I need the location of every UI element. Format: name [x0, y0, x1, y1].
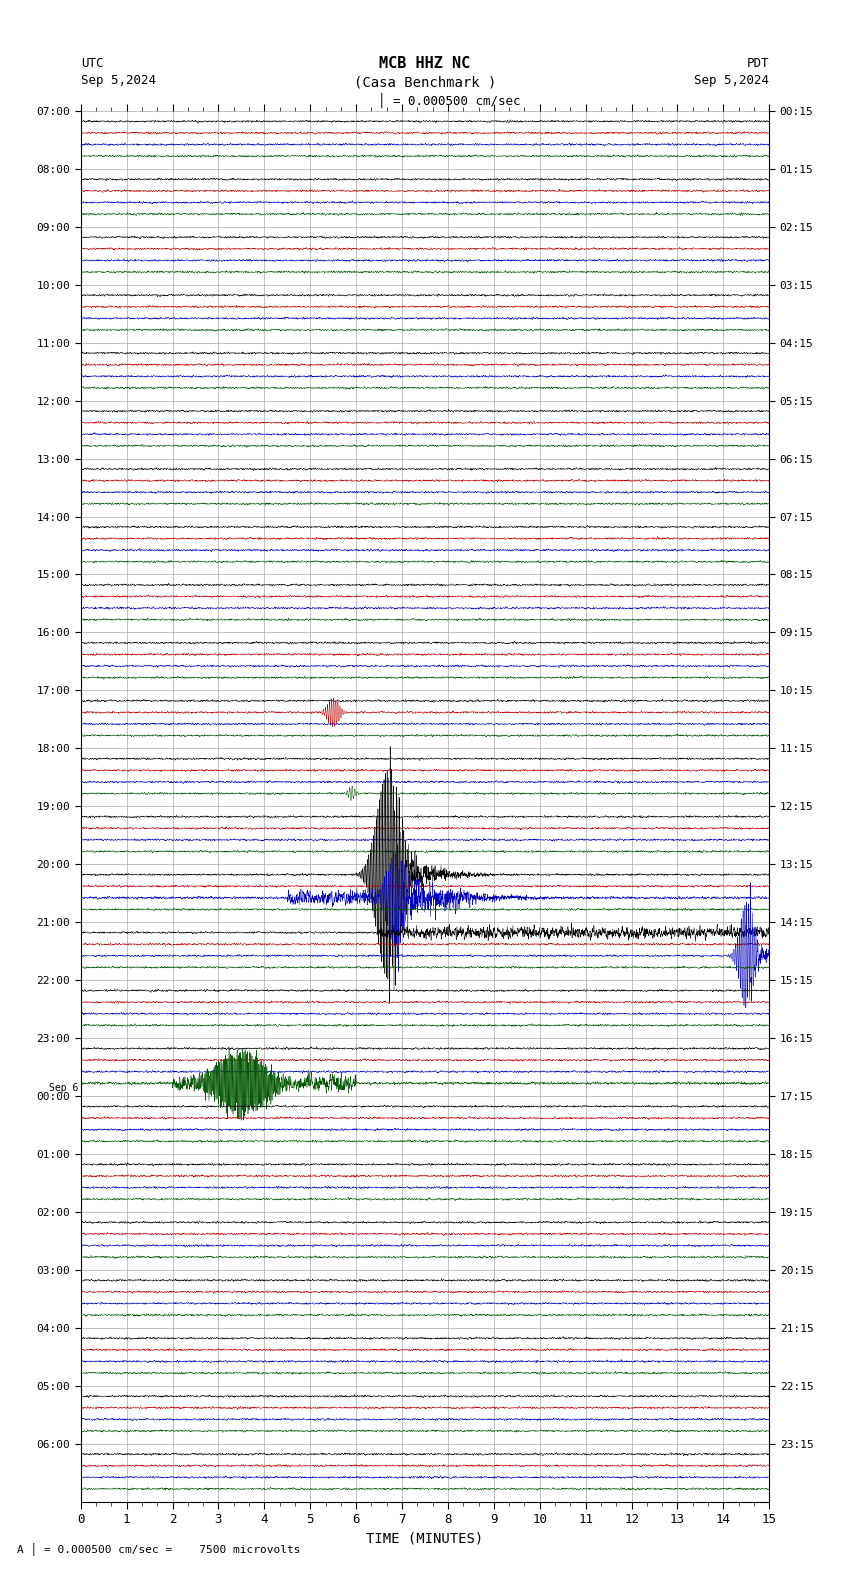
Text: Sep 5,2024: Sep 5,2024 [81, 74, 156, 87]
Text: UTC: UTC [81, 57, 103, 70]
Text: MCB HHZ NC: MCB HHZ NC [379, 55, 471, 71]
Text: │ = 0.000500 cm/sec: │ = 0.000500 cm/sec [378, 92, 521, 108]
X-axis label: TIME (MINUTES): TIME (MINUTES) [366, 1532, 484, 1546]
Text: PDT: PDT [747, 57, 769, 70]
Text: A │ = 0.000500 cm/sec =    7500 microvolts: A │ = 0.000500 cm/sec = 7500 microvolts [17, 1543, 301, 1555]
Text: Sep 6: Sep 6 [48, 1083, 78, 1093]
Text: (Casa Benchmark ): (Casa Benchmark ) [354, 76, 496, 89]
Text: Sep 5,2024: Sep 5,2024 [694, 74, 769, 87]
